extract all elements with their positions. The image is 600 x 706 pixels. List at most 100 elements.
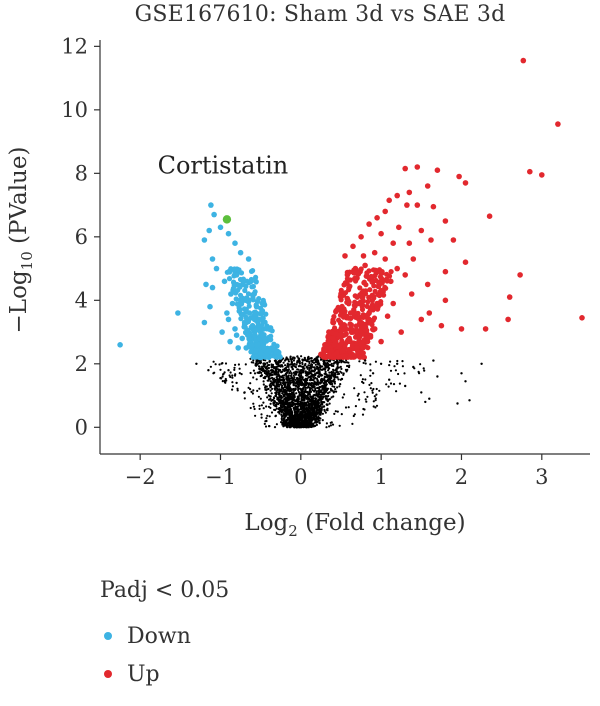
ns-point [265,367,268,370]
up-point [382,256,389,262]
ns-point [257,359,260,362]
down-point [233,272,240,278]
ns-point [295,370,298,373]
ns-point [326,362,329,365]
ns-point [358,398,361,401]
ns-point [307,364,310,367]
cortistatin-point [222,215,232,224]
ns-point [309,415,312,418]
ns-point [345,361,348,364]
ns-point [297,423,300,426]
ns-point [233,366,236,369]
up-point [351,302,357,308]
down-point [231,282,237,288]
ns-point [229,371,232,374]
up-point [418,316,425,323]
ns-point [308,366,311,369]
ns-point [300,413,303,416]
ns-point [364,378,367,381]
ns-point [325,403,328,406]
ns-point [327,374,331,377]
ns-point [288,379,291,382]
ns-point [266,396,269,399]
ns-point [287,358,290,361]
ns-point [286,378,289,381]
ns-point [303,407,307,410]
up-point [370,293,376,299]
up-point [366,221,372,227]
ns-point [314,418,317,421]
ns-point [310,363,313,366]
nonsignificant-cloud [209,354,426,429]
ns-point [269,389,272,392]
ns-point [218,363,221,366]
ns-point [273,397,276,400]
ns-point [292,359,295,362]
ns-point [274,415,277,418]
up-point [361,289,368,295]
ns-point [309,419,312,423]
ns-point [326,407,329,410]
ns-point [297,408,300,411]
ns-point [389,369,393,372]
up-point [414,164,421,170]
up-point [344,296,350,302]
ns-point [289,406,292,409]
up-point [318,351,324,358]
ns-point [314,363,317,366]
up-point [361,354,367,360]
x-tick-label: 2 [455,465,468,489]
up-point [369,274,375,280]
up-point [390,300,397,307]
up-point [344,272,351,278]
ns-point [310,417,313,421]
ns-point [266,379,269,382]
down-point [175,310,181,316]
down-point [227,338,233,345]
ns-point [290,388,293,391]
ns-point [314,387,317,390]
down-point [252,332,258,339]
up-point [339,348,346,354]
ns-point [302,392,305,395]
ns-point [325,426,328,429]
ns-point [362,381,365,385]
ns-point [278,368,281,371]
up-point [328,348,335,354]
ns-point [225,379,228,382]
ns-point [299,416,302,419]
ns-point [249,406,252,410]
ns-point [333,382,336,385]
ns-point [272,380,275,383]
up-point [358,319,364,326]
ns-point [265,389,268,392]
up-point [438,322,445,329]
ns-point [302,409,305,412]
ns-point [338,385,341,388]
down-point [235,287,241,293]
ns-point [284,358,287,361]
ns-point [280,415,284,418]
ns-point [286,426,289,429]
ns-point [285,400,288,403]
ns-point [287,383,290,386]
ns-point [324,366,327,369]
down-point [251,316,257,322]
down-point [250,268,256,274]
ns-point [221,380,224,383]
down-point [243,345,249,351]
ns-point [288,363,291,366]
down-point [233,296,239,302]
ns-point [328,363,331,366]
ns-point [291,368,294,371]
ns-point [317,409,320,412]
ns-point [420,391,423,394]
ns-point [285,386,288,389]
ns-point [279,407,282,410]
down-point [236,267,242,273]
x-tick-label: −1 [205,465,236,489]
ns-point [372,405,375,408]
ns-point [397,372,400,376]
